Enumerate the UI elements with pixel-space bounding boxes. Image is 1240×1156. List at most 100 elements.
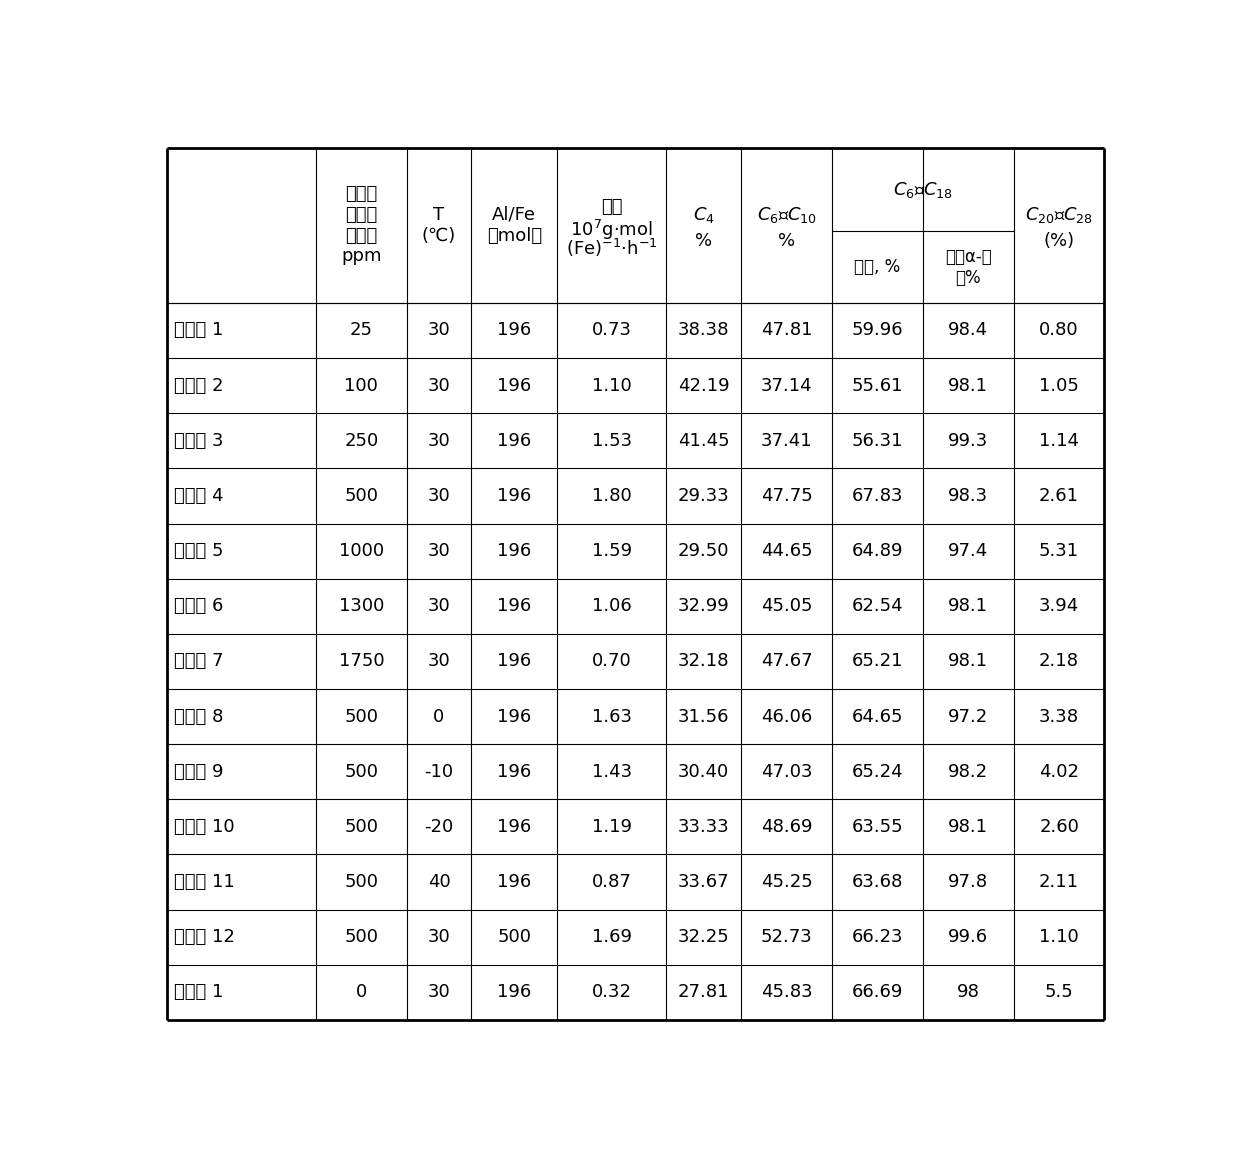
Text: 500: 500	[345, 818, 378, 836]
Text: 98.1: 98.1	[949, 652, 988, 670]
Text: 1.10: 1.10	[591, 377, 631, 394]
Text: 实施例 9: 实施例 9	[174, 763, 223, 780]
Text: -20: -20	[424, 818, 454, 836]
Text: 196: 196	[497, 377, 532, 394]
Text: 1.59: 1.59	[591, 542, 631, 561]
Text: 1.19: 1.19	[591, 818, 631, 836]
Text: 66.69: 66.69	[852, 984, 903, 1001]
Text: 1.69: 1.69	[591, 928, 631, 947]
Text: 48.69: 48.69	[761, 818, 812, 836]
Text: 196: 196	[497, 707, 532, 726]
Text: 1750: 1750	[339, 652, 384, 670]
Text: 线性α-烯
烃%: 线性α-烯 烃%	[945, 247, 992, 287]
Text: 实施例 2: 实施例 2	[174, 377, 223, 394]
Text: %: %	[777, 232, 795, 251]
Text: 0.87: 0.87	[591, 873, 631, 891]
Text: 1.06: 1.06	[591, 598, 631, 615]
Text: 32.25: 32.25	[678, 928, 729, 947]
Text: 0.73: 0.73	[591, 321, 631, 340]
Text: 56.31: 56.31	[852, 432, 903, 450]
Text: 250: 250	[345, 432, 378, 450]
Text: 99.6: 99.6	[949, 928, 988, 947]
Text: 500: 500	[345, 487, 378, 505]
Text: 38.38: 38.38	[678, 321, 729, 340]
Text: 1.14: 1.14	[1039, 432, 1079, 450]
Text: 98.2: 98.2	[949, 763, 988, 780]
Text: 55.61: 55.61	[852, 377, 903, 394]
Text: 98.1: 98.1	[949, 598, 988, 615]
Text: 66.23: 66.23	[852, 928, 903, 947]
Text: 实施例 7: 实施例 7	[174, 652, 223, 670]
Text: T
(℃): T (℃)	[422, 206, 456, 245]
Text: 196: 196	[497, 818, 532, 836]
Text: 1.10: 1.10	[1039, 928, 1079, 947]
Text: -10: -10	[424, 763, 454, 780]
Text: 1.63: 1.63	[591, 707, 631, 726]
Text: 64.89: 64.89	[852, 542, 903, 561]
Text: 30.40: 30.40	[678, 763, 729, 780]
Text: 30: 30	[428, 432, 450, 450]
Text: 100: 100	[345, 377, 378, 394]
Text: 对比例 1: 对比例 1	[174, 984, 223, 1001]
Text: 500: 500	[345, 763, 378, 780]
Text: 37.41: 37.41	[761, 432, 812, 450]
Text: 46.06: 46.06	[761, 707, 812, 726]
Text: 37.14: 37.14	[761, 377, 812, 394]
Text: 31.56: 31.56	[678, 707, 729, 726]
Text: 196: 196	[497, 542, 532, 561]
Text: 196: 196	[497, 873, 532, 891]
Text: 45.05: 45.05	[761, 598, 812, 615]
Text: 5.5: 5.5	[1044, 984, 1074, 1001]
Text: 67.83: 67.83	[852, 487, 903, 505]
Text: 98.3: 98.3	[949, 487, 988, 505]
Text: 1300: 1300	[339, 598, 384, 615]
Text: 45.25: 45.25	[761, 873, 812, 891]
Text: 29.33: 29.33	[678, 487, 729, 505]
Text: 30: 30	[428, 321, 450, 340]
Text: 97.8: 97.8	[949, 873, 988, 891]
Text: 0.70: 0.70	[591, 652, 631, 670]
Text: 45.83: 45.83	[761, 984, 812, 1001]
Text: $C_{20}$～$C_{28}$: $C_{20}$～$C_{28}$	[1025, 205, 1092, 224]
Text: 2.60: 2.60	[1039, 818, 1079, 836]
Text: (Fe)$^{-1}$·h$^{-1}$: (Fe)$^{-1}$·h$^{-1}$	[565, 237, 657, 259]
Text: 59.96: 59.96	[852, 321, 903, 340]
Text: 0: 0	[433, 707, 445, 726]
Text: 实施例 12: 实施例 12	[174, 928, 236, 947]
Text: 30: 30	[428, 598, 450, 615]
Text: 33.67: 33.67	[678, 873, 729, 891]
Text: 97.2: 97.2	[949, 707, 988, 726]
Text: 实施例 11: 实施例 11	[174, 873, 234, 891]
Text: 实施例 5: 实施例 5	[174, 542, 223, 561]
Text: 97.4: 97.4	[949, 542, 988, 561]
Text: 65.21: 65.21	[852, 652, 903, 670]
Text: 63.68: 63.68	[852, 873, 903, 891]
Text: 500: 500	[497, 928, 531, 947]
Text: 196: 196	[497, 487, 532, 505]
Text: 63.55: 63.55	[852, 818, 903, 836]
Text: 99.3: 99.3	[949, 432, 988, 450]
Text: 98: 98	[957, 984, 980, 1001]
Text: 0.32: 0.32	[591, 984, 631, 1001]
Text: 2.18: 2.18	[1039, 652, 1079, 670]
Text: 25: 25	[350, 321, 373, 340]
Text: %: %	[696, 232, 712, 251]
Text: $C_6$～$C_{18}$: $C_6$～$C_{18}$	[893, 179, 952, 200]
Text: 叔丁基
过氧化
氢含量
ppm: 叔丁基 过氧化 氢含量 ppm	[341, 185, 382, 266]
Text: 2.61: 2.61	[1039, 487, 1079, 505]
Text: 65.24: 65.24	[852, 763, 903, 780]
Text: 42.19: 42.19	[678, 377, 729, 394]
Text: 1.05: 1.05	[1039, 377, 1079, 394]
Text: 30: 30	[428, 487, 450, 505]
Text: 196: 196	[497, 984, 532, 1001]
Text: 1.80: 1.80	[591, 487, 631, 505]
Text: 500: 500	[345, 873, 378, 891]
Text: 30: 30	[428, 652, 450, 670]
Text: 98.1: 98.1	[949, 377, 988, 394]
Text: 5.31: 5.31	[1039, 542, 1079, 561]
Text: 196: 196	[497, 321, 532, 340]
Text: 实施例 1: 实施例 1	[174, 321, 223, 340]
Text: $C_6$～$C_{10}$: $C_6$～$C_{10}$	[756, 205, 817, 224]
Text: 27.81: 27.81	[678, 984, 729, 1001]
Text: Al/Fe
（mol）: Al/Fe （mol）	[486, 206, 542, 245]
